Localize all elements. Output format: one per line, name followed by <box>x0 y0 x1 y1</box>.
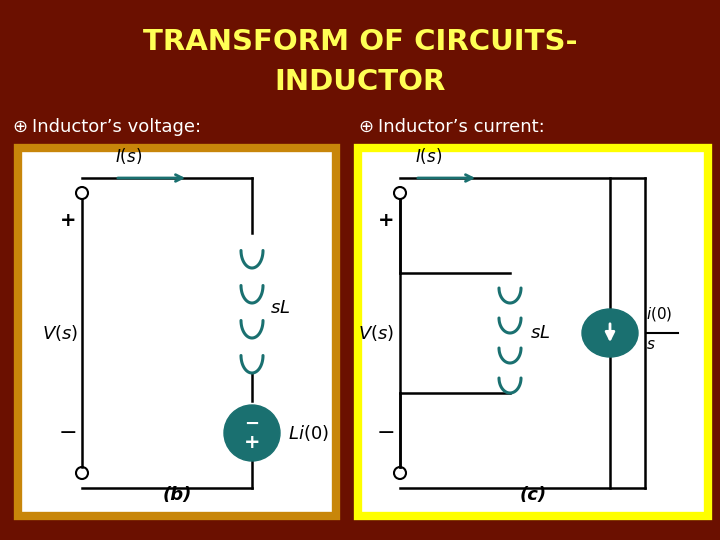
Text: (b): (b) <box>162 486 192 504</box>
Text: Inductor’s voltage:: Inductor’s voltage: <box>32 118 201 136</box>
Text: Inductor’s current:: Inductor’s current: <box>378 118 545 136</box>
Text: $Li(0)$: $Li(0)$ <box>288 423 329 443</box>
Text: −: − <box>244 415 260 433</box>
Bar <box>358 148 708 516</box>
Text: ⊕: ⊕ <box>358 118 373 136</box>
Text: +: + <box>60 211 76 229</box>
Text: −: − <box>377 423 395 443</box>
Bar <box>18 148 336 516</box>
Text: INDUCTOR: INDUCTOR <box>274 68 446 96</box>
Text: $sL$: $sL$ <box>530 324 550 342</box>
Text: +: + <box>378 211 395 229</box>
Text: $I(s)$: $I(s)$ <box>415 146 442 166</box>
Ellipse shape <box>582 309 638 357</box>
Text: $sL$: $sL$ <box>270 299 290 317</box>
Text: +: + <box>244 433 260 451</box>
Text: ⊕: ⊕ <box>12 118 27 136</box>
Text: TRANSFORM OF CIRCUITS-: TRANSFORM OF CIRCUITS- <box>143 28 577 56</box>
Text: $V(s)$: $V(s)$ <box>358 323 394 343</box>
Text: $s$: $s$ <box>646 337 656 352</box>
Text: $i(0)$: $i(0)$ <box>646 305 672 323</box>
Text: −: − <box>59 423 77 443</box>
Circle shape <box>224 405 280 461</box>
Text: $I(s)$: $I(s)$ <box>115 146 142 166</box>
Text: (c): (c) <box>519 486 546 504</box>
Text: $V(s)$: $V(s)$ <box>42 323 78 343</box>
